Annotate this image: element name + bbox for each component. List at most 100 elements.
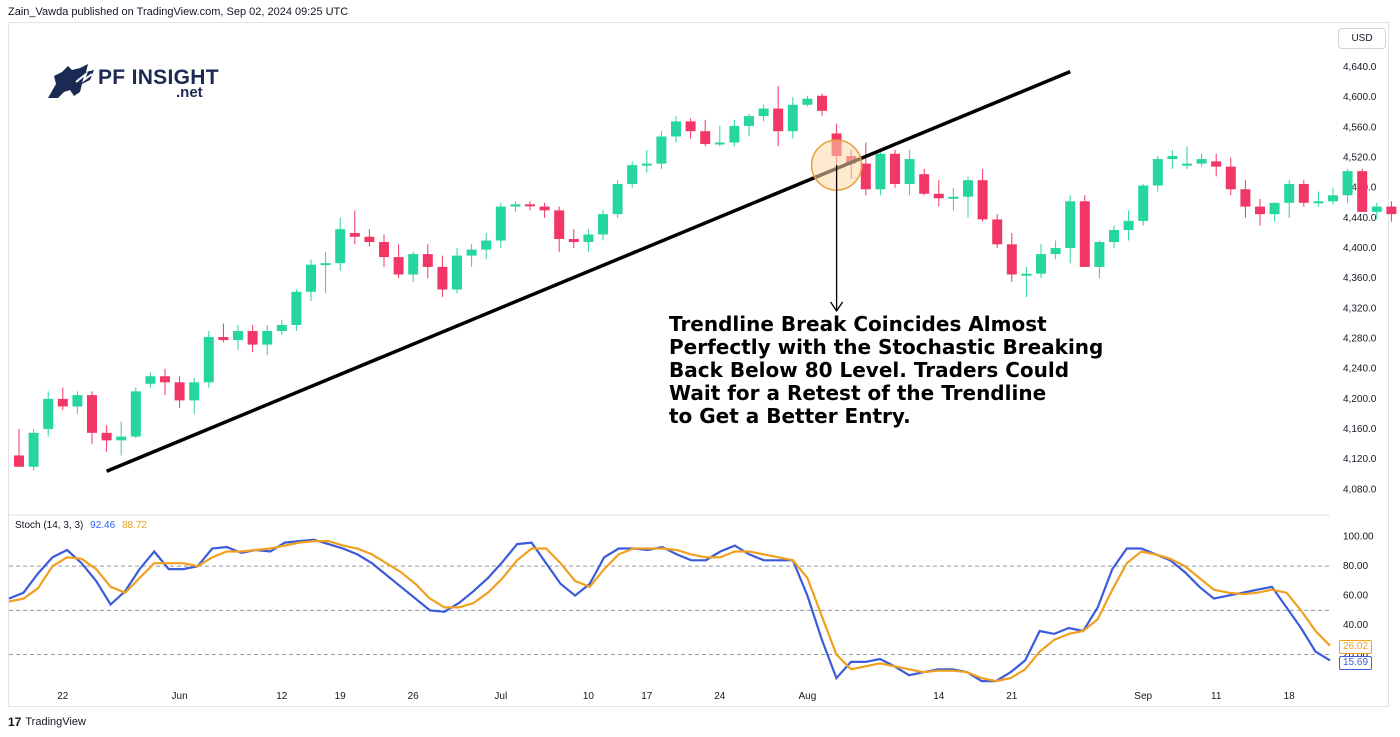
candle-body	[539, 206, 550, 211]
candle-body	[1342, 171, 1353, 196]
x-axis-tick-label: 14	[933, 691, 945, 702]
candle-body	[568, 239, 579, 243]
price-tick-label: 4,560.0	[1343, 122, 1377, 133]
candle-body	[641, 163, 652, 166]
x-axis-tick-label: 24	[714, 691, 726, 702]
candle-body	[992, 219, 1003, 245]
candle-body	[466, 249, 477, 256]
stochastic-legend: Stoch (14, 3, 3) 92.46 88.72	[15, 520, 147, 531]
stoch-tick-label: 80.00	[1343, 561, 1368, 572]
candle-body	[1065, 201, 1076, 249]
candle-body	[612, 183, 623, 215]
logo-name: PF INSIGHT	[98, 66, 219, 89]
candle-body	[554, 210, 565, 240]
candle-body	[1357, 171, 1368, 212]
price-tick-label: 4,440.0	[1343, 213, 1377, 224]
candle-body	[393, 257, 404, 275]
stochastic-k-value: 92.46	[90, 520, 116, 531]
price-tick-label: 4,640.0	[1343, 62, 1377, 73]
candle-body	[773, 108, 784, 132]
stochastic-d-end-label: 26.02	[1339, 639, 1373, 654]
candle-body	[1050, 248, 1061, 255]
candle-body	[948, 196, 959, 199]
candle-body	[1196, 159, 1207, 164]
candle-body	[437, 266, 448, 290]
x-axis-tick-label: 17	[641, 691, 653, 702]
trendline	[105, 69, 1071, 473]
pf-insight-logo: PF INSIGHT .net	[46, 62, 236, 110]
candle-body	[145, 376, 156, 384]
candle-body	[802, 98, 813, 105]
candle-body	[1036, 254, 1046, 274]
candle-body	[685, 121, 696, 132]
candle-body	[218, 337, 229, 341]
candle-body	[1079, 201, 1090, 267]
candle-body	[87, 395, 97, 433]
bull-icon	[48, 64, 94, 98]
chart-frame	[8, 22, 1389, 707]
candle-body	[320, 263, 331, 266]
candle-body	[904, 159, 915, 184]
annotation-line: Back Below 80 Level. Traders Could	[669, 358, 1070, 382]
candle-body	[729, 125, 740, 143]
candle-body	[1123, 220, 1134, 230]
arrow-head	[830, 301, 844, 313]
candle-body	[787, 104, 798, 132]
attribution-text: Zain_Vawda published on TradingView.com,…	[8, 6, 349, 18]
candle-body	[379, 242, 389, 258]
x-axis-tick-label: 18	[1284, 691, 1296, 702]
x-axis-tick-label: 10	[583, 691, 595, 702]
candle-body	[1371, 206, 1382, 212]
x-axis-tick-label: 12	[276, 691, 288, 702]
candle-body	[758, 108, 769, 117]
stochastic-title: Stoch (14, 3, 3)	[15, 520, 84, 531]
candle-body	[174, 382, 185, 401]
tradingview-footer: 17 TradingView	[8, 715, 86, 729]
price-tick-label: 4,160.0	[1343, 424, 1377, 435]
price-tick-label: 4,120.0	[1343, 454, 1377, 465]
x-axis-tick-label: Jul	[494, 691, 507, 702]
candle-body	[671, 121, 681, 137]
annotation-line: to Get a Better Entry.	[669, 404, 911, 428]
candle-body	[1269, 202, 1280, 215]
candle-body	[1255, 206, 1265, 215]
candle-body	[1167, 156, 1178, 160]
price-tick-label: 4,320.0	[1343, 303, 1377, 314]
candle-body	[656, 136, 667, 164]
stochastic-d-value: 88.72	[121, 520, 147, 531]
candle-body	[1182, 163, 1192, 166]
candle-body	[744, 116, 754, 126]
candle-body	[1109, 229, 1119, 243]
tradingview-brand: TradingView	[25, 716, 86, 728]
candle-body	[335, 229, 346, 264]
candle-body	[116, 436, 127, 441]
candle-body	[1313, 201, 1324, 204]
currency-button[interactable]: USD	[1338, 28, 1386, 49]
candle-body	[1240, 189, 1251, 207]
candle-body	[919, 174, 930, 194]
price-tick-label: 4,280.0	[1343, 334, 1377, 345]
candle-body	[1152, 159, 1163, 186]
candle-body	[510, 204, 521, 207]
candle-body	[933, 193, 944, 199]
candle-body	[262, 331, 273, 345]
candle-body	[189, 382, 200, 401]
candle-body	[349, 232, 360, 237]
stochastic-k-end-label: 15.69	[1339, 656, 1373, 671]
price-tick-label: 4,080.0	[1343, 484, 1377, 495]
price-tick-label: 4,400.0	[1343, 243, 1377, 254]
candle-body	[700, 131, 711, 144]
candle-body	[817, 95, 827, 111]
candle-body	[276, 324, 287, 332]
price-tick-label: 4,360.0	[1343, 273, 1377, 284]
candle-body	[364, 236, 375, 243]
stoch-tick-label: 20.00	[1343, 650, 1368, 661]
candle-body	[160, 376, 170, 383]
x-axis-tick-label: Sep	[1134, 691, 1152, 702]
candle-body	[1021, 273, 1032, 276]
candle-body	[875, 153, 886, 190]
x-axis-tick-label: 11	[1211, 691, 1222, 702]
candle-body	[977, 180, 988, 220]
candle-body	[1298, 183, 1309, 203]
